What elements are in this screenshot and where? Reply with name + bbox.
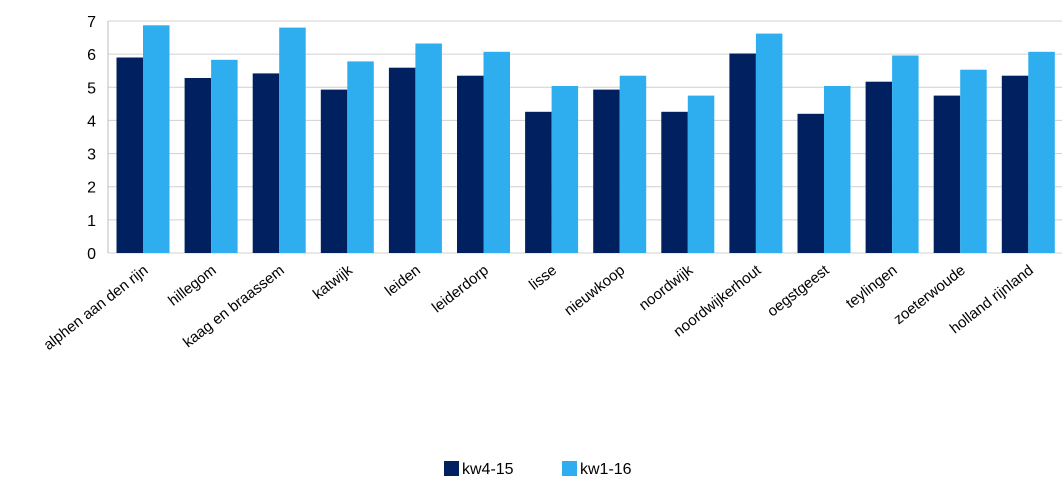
bar-kw1-16 bbox=[347, 61, 374, 254]
y-tick-label: 6 bbox=[87, 47, 96, 64]
y-tick-label: 3 bbox=[87, 147, 96, 164]
y-axis-ticks: 0 1 2 3 4 5 6 7 bbox=[87, 14, 96, 263]
x-category-label: leiden bbox=[382, 262, 424, 300]
bar-kw4-15 bbox=[593, 89, 620, 253]
bar-kw4-15 bbox=[388, 67, 416, 253]
bar-kw1-16 bbox=[211, 59, 238, 253]
bar-kw4-15 bbox=[661, 111, 688, 253]
bar-kw1-16 bbox=[279, 27, 306, 253]
gridlines bbox=[107, 20, 1062, 254]
bar-kw4-15 bbox=[184, 78, 212, 253]
bar-kw4-15 bbox=[116, 57, 143, 253]
bar-kw4-15 bbox=[320, 89, 348, 253]
x-category-label: leiderdorp bbox=[429, 262, 492, 316]
bar-kw4-15 bbox=[729, 53, 756, 253]
bar-kw1-16 bbox=[415, 43, 442, 253]
x-category-label: noordwijk bbox=[636, 261, 697, 314]
x-category-label: nieuwkoop bbox=[561, 262, 628, 320]
bar-kw1-16 bbox=[755, 33, 783, 253]
bar-kw4-15 bbox=[252, 73, 280, 254]
x-category-label: alphen aan den rijn bbox=[40, 262, 151, 354]
legend-swatch bbox=[562, 461, 577, 476]
bar-kw1-16 bbox=[619, 75, 647, 253]
bar-kw4-15 bbox=[933, 95, 961, 253]
bar-kw4-15 bbox=[1001, 75, 1029, 253]
bar-kw1-16 bbox=[143, 25, 170, 253]
bar-kw4-15 bbox=[865, 81, 893, 253]
bar-kw1-16 bbox=[551, 86, 579, 253]
bar-kw1-16 bbox=[960, 69, 987, 253]
x-category-label: katwijk bbox=[310, 261, 356, 302]
legend: kw4-15 kw1-16 bbox=[444, 461, 632, 477]
x-category-label: teylingen bbox=[843, 262, 901, 312]
y-tick-label: 1 bbox=[87, 213, 96, 230]
y-tick-label: 4 bbox=[87, 113, 96, 130]
bar-kw1-16 bbox=[687, 95, 715, 253]
bar-kw4-15 bbox=[525, 111, 552, 253]
bar-kw1-16 bbox=[824, 86, 851, 253]
legend-label: kw1-16 bbox=[580, 461, 632, 477]
bar-kw4-15 bbox=[797, 113, 824, 253]
x-category-label: hillegom bbox=[165, 262, 219, 310]
bar-kw1-16 bbox=[483, 51, 510, 253]
bar-kw1-16 bbox=[1028, 51, 1055, 253]
x-category-label: oegstgeest bbox=[764, 261, 833, 320]
bars bbox=[116, 25, 1055, 254]
y-tick-label: 0 bbox=[87, 246, 96, 263]
legend-label: kw4-15 bbox=[462, 461, 514, 477]
bar-kw1-16 bbox=[892, 55, 919, 253]
y-tick-label: 5 bbox=[87, 80, 96, 97]
x-category-label: lisse bbox=[526, 262, 560, 294]
y-tick-label: 2 bbox=[87, 180, 96, 197]
y-tick-label: 7 bbox=[87, 14, 96, 31]
legend-swatch bbox=[444, 461, 459, 476]
bar-kw4-15 bbox=[457, 75, 484, 253]
